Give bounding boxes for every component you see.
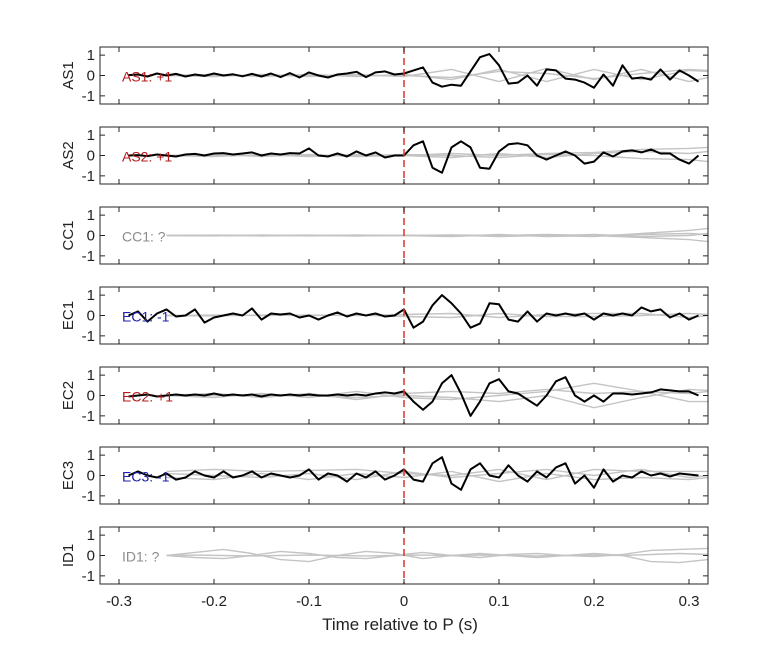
- background-trace: [166, 388, 708, 409]
- x-tick-label: 0.1: [489, 593, 510, 610]
- polarity-label: EC2: +1: [122, 389, 173, 405]
- polarity-label: EC3: -1: [122, 469, 170, 485]
- x-tick-label: 0.3: [679, 593, 700, 610]
- x-tick-label: 0.2: [584, 593, 605, 610]
- panel-ec2: EC2: +1 -1 0 1 EC2: [60, 366, 709, 425]
- y-tick-label: -1: [82, 328, 95, 345]
- y-tick-label: 1: [87, 47, 95, 64]
- panel-as2: AS2: +1 -1 0 1 AS2: [60, 126, 709, 185]
- primary-trace: [128, 294, 699, 329]
- y-tick-label: 0: [87, 388, 95, 405]
- panel-ec1: EC1: -1 -1 0 1 EC1: [60, 286, 709, 345]
- trace-group: [128, 140, 708, 174]
- x-tick-label: -0.3: [106, 593, 132, 610]
- trace-group: [128, 456, 708, 491]
- background-trace: [166, 382, 708, 403]
- primary-trace: [128, 456, 699, 491]
- y-tick-label: 0: [87, 548, 95, 565]
- polarity-label: EC1: -1: [122, 309, 170, 325]
- y-tick-label: 1: [87, 527, 95, 544]
- background-trace: [166, 68, 708, 80]
- panel-ylabel: ID1: [60, 544, 77, 567]
- y-tick-label: -1: [82, 408, 95, 425]
- background-trace: [166, 232, 708, 237]
- x-axis: -0.3 -0.2 -0.1 0 0.1 0.2 0.3: [106, 593, 699, 610]
- panel-id1: ID1: ? -1 0 1 ID1: [60, 526, 709, 585]
- polarity-label: CC1: ?: [122, 229, 166, 245]
- y-tick-label: 0: [87, 68, 95, 85]
- trace-group: [166, 547, 708, 564]
- y-tick-label: -1: [82, 88, 95, 105]
- panel-ylabel: CC1: [60, 220, 77, 250]
- y-tick-label: 1: [87, 127, 95, 144]
- background-trace: [166, 312, 708, 319]
- panel-ylabel: EC3: [60, 461, 77, 490]
- panel-ylabel: EC2: [60, 381, 77, 410]
- y-tick-label: 0: [87, 228, 95, 245]
- polarity-label: ID1: ?: [122, 549, 160, 565]
- x-axis-label: Time relative to P (s): [322, 615, 478, 634]
- y-tick-label: -1: [82, 488, 95, 505]
- y-tick-label: -1: [82, 168, 95, 185]
- panel-ec3: EC3: -1 -1 0 1 EC3: [60, 446, 709, 505]
- y-tick-label: 0: [87, 148, 95, 165]
- y-tick-label: 1: [87, 287, 95, 304]
- polarity-label: AS1: +1: [122, 69, 172, 85]
- primary-trace: [128, 374, 699, 417]
- trace-group: [128, 294, 708, 329]
- panel-ylabel: AS1: [60, 61, 77, 89]
- background-trace: [166, 470, 708, 483]
- trace-group: [166, 227, 708, 243]
- y-tick-label: -1: [82, 568, 95, 585]
- primary-trace: [128, 53, 700, 89]
- y-tick-label: 1: [87, 447, 95, 464]
- panel-cc1: CC1: ? -1 0 1 CC1: [60, 206, 709, 265]
- x-tick-label: 0: [400, 593, 408, 610]
- y-tick-label: 1: [87, 207, 95, 224]
- polarity-label: AS2: +1: [122, 149, 172, 165]
- y-tick-label: -1: [82, 248, 95, 265]
- trace-group: [128, 53, 708, 89]
- x-tick-label: -0.1: [296, 593, 322, 610]
- background-trace: [166, 232, 708, 238]
- background-trace: [166, 552, 708, 557]
- panel-ylabel: EC1: [60, 301, 77, 330]
- trace-group: [128, 374, 708, 417]
- x-tick-label: -0.2: [201, 593, 227, 610]
- y-tick-label: 0: [87, 308, 95, 325]
- panel-ylabel: AS2: [60, 141, 77, 169]
- primary-trace: [128, 140, 700, 174]
- y-tick-label: 0: [87, 468, 95, 485]
- y-tick-label: 1: [87, 367, 95, 384]
- panel-as1: AS1: +1 -1 0 1 AS1: [60, 46, 709, 105]
